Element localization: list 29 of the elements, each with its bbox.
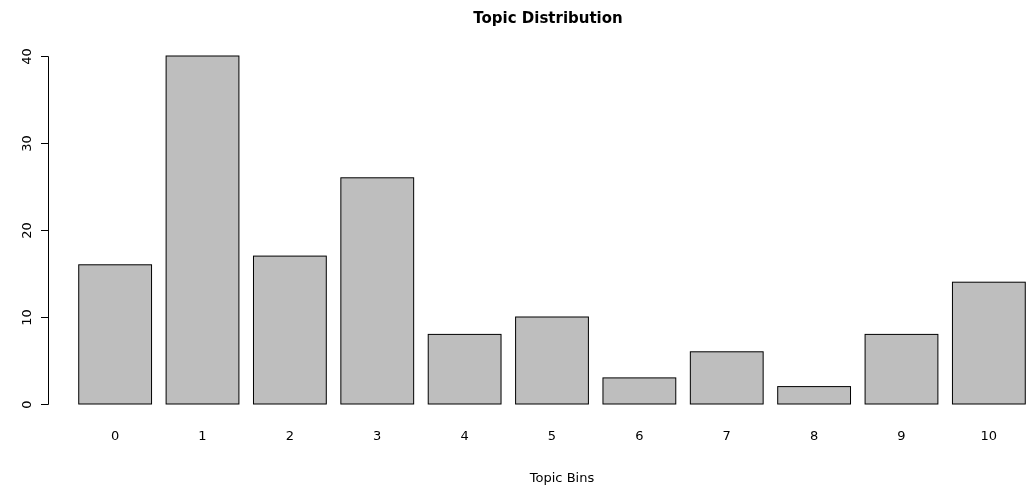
- x-tick-label: 9: [897, 428, 906, 444]
- bar: [515, 316, 589, 405]
- x-tick-label: 4: [460, 428, 469, 444]
- bar: [951, 281, 1026, 405]
- bar: [864, 333, 939, 405]
- y-tick-label: 30: [19, 135, 34, 152]
- y-tick-label: 10: [19, 309, 34, 326]
- x-tick-label: 3: [373, 428, 382, 444]
- x-tick-label: 2: [285, 428, 295, 444]
- bar: [165, 55, 240, 405]
- x-tick-label: 1: [198, 428, 207, 444]
- x-tick-label: 5: [547, 428, 557, 444]
- x-axis-title: Topic Bins: [528, 470, 595, 485]
- bar: [602, 377, 677, 405]
- y-tick-label: 0: [19, 400, 34, 409]
- x-tick-label: 10: [980, 428, 998, 444]
- bar: [427, 333, 502, 405]
- x-tick-label: 7: [722, 428, 731, 444]
- x-tick-label: 8: [809, 428, 819, 444]
- bar: [340, 177, 415, 405]
- bar: [777, 386, 852, 405]
- chart-title: Topic Distribution: [473, 9, 623, 27]
- x-tick-label: 6: [635, 428, 644, 444]
- y-tick-label: 20: [19, 222, 34, 239]
- bar: [78, 264, 153, 405]
- x-tick-label: 0: [111, 428, 120, 444]
- bar: [252, 255, 327, 405]
- bar: [689, 351, 764, 405]
- y-tick-label: 40: [19, 48, 34, 65]
